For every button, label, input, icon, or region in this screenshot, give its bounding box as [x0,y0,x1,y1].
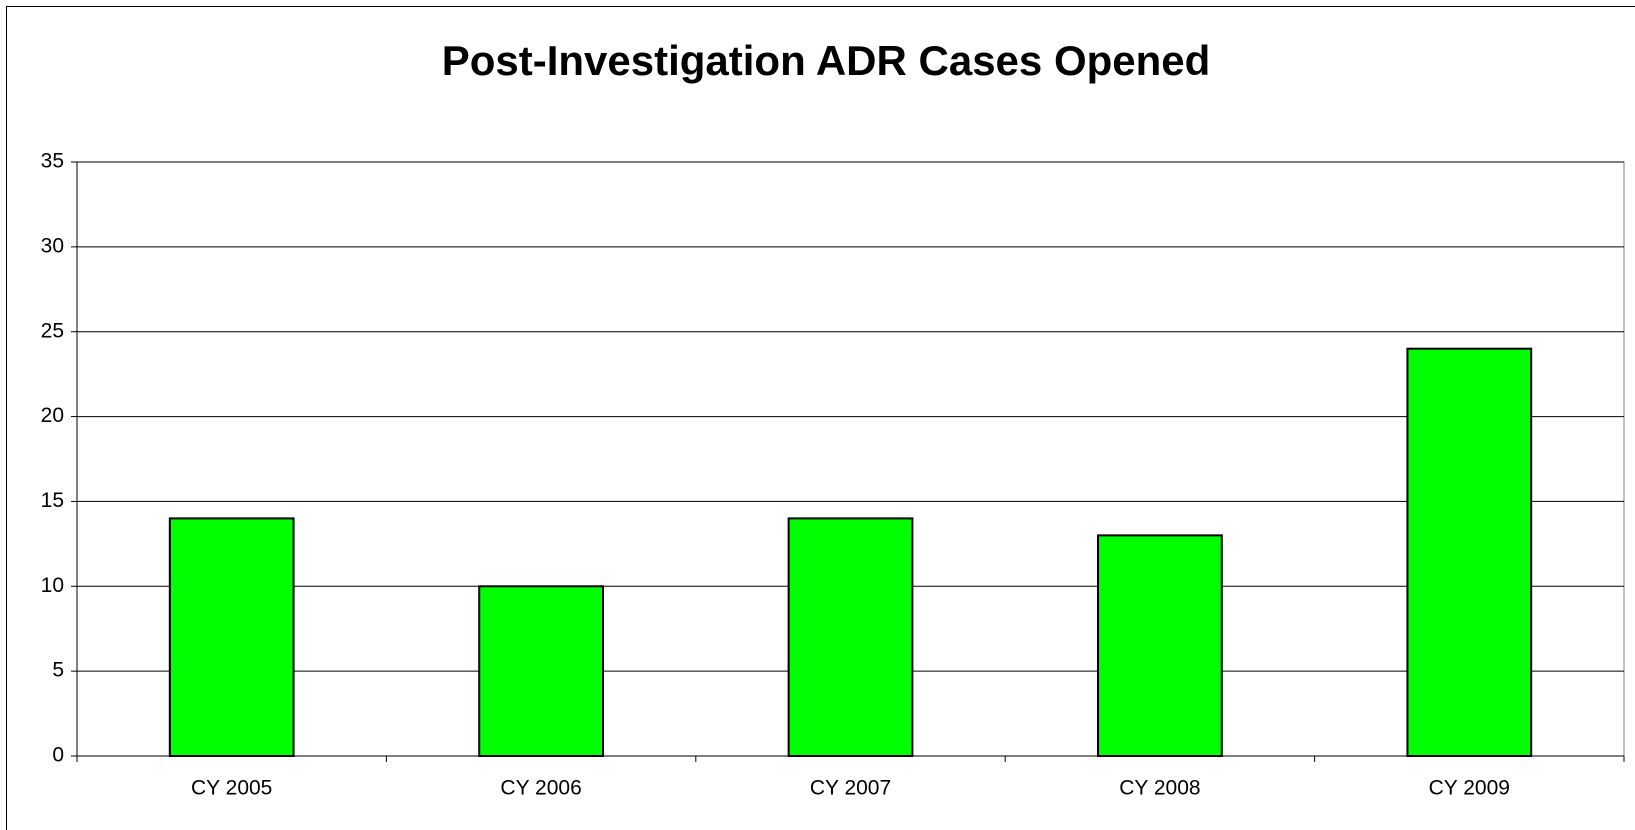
chart-border [6,6,1635,830]
x-tick-label: CY 2009 [1429,777,1510,800]
chart-title: Post-Investigation ADR Cases Opened [442,37,1211,84]
x-tick-label: CY 2006 [500,777,581,800]
y-tick-label: 20 [41,404,64,427]
y-tick-label: 15 [41,489,64,512]
x-tick-label: CY 2008 [1119,777,1200,800]
y-tick-label: 25 [41,319,64,342]
y-tick-label: 5 [52,659,64,682]
bar [168,517,295,758]
y-tick-label: 30 [41,234,64,257]
y-tick-label: 35 [41,150,64,173]
bar [1406,347,1533,757]
bar [478,585,604,757]
x-tick-label: CY 2005 [191,777,272,800]
bar [1097,534,1223,757]
y-tick-label: 0 [52,744,64,767]
bar [787,517,914,758]
x-tick-label: CY 2007 [810,777,891,800]
y-tick-label: 10 [41,574,64,597]
